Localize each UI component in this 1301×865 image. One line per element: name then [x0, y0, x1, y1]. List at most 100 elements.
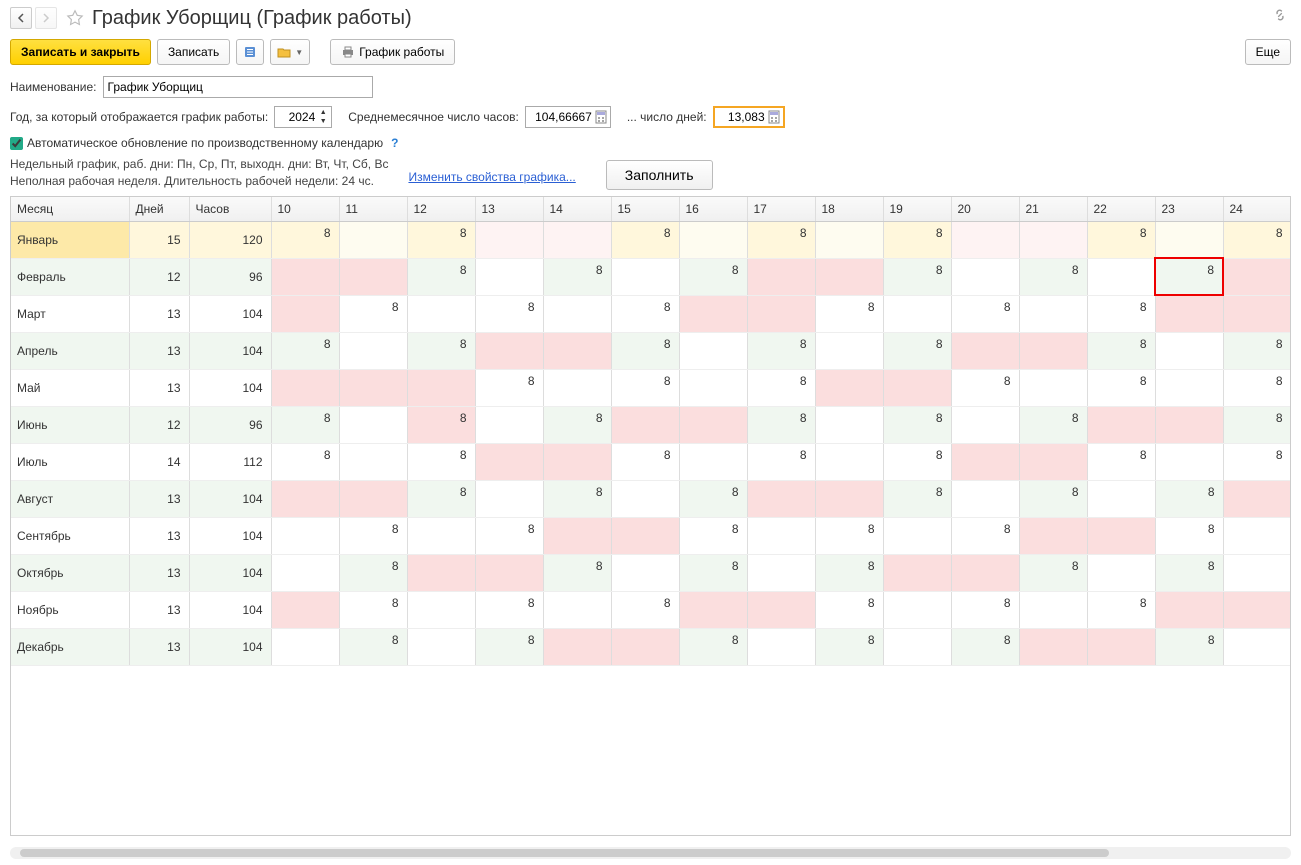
day-cell[interactable]: 8 [679, 517, 747, 554]
day-cell[interactable]: 8 [1223, 369, 1291, 406]
day-cell[interactable] [1223, 258, 1291, 295]
hours-cell[interactable]: 112 [189, 443, 271, 480]
day-cell[interactable] [611, 480, 679, 517]
day-cell[interactable]: 8 [1087, 295, 1155, 332]
nav-forward-button[interactable] [35, 7, 57, 29]
day-cell[interactable] [679, 591, 747, 628]
day-cell[interactable] [747, 628, 815, 665]
day-cell[interactable]: 8 [407, 221, 475, 258]
day-cell[interactable] [883, 628, 951, 665]
link-icon[interactable] [1271, 6, 1289, 24]
day-cell[interactable]: 8 [407, 443, 475, 480]
day-cell[interactable] [543, 295, 611, 332]
day-cell[interactable] [815, 443, 883, 480]
day-cell[interactable] [611, 517, 679, 554]
day-cell[interactable] [1019, 221, 1087, 258]
day-cell[interactable] [543, 221, 611, 258]
auto-update-checkbox[interactable] [10, 137, 23, 150]
day-cell[interactable]: 8 [1155, 258, 1223, 295]
day-cell[interactable] [611, 258, 679, 295]
day-cell[interactable]: 8 [271, 221, 339, 258]
day-cell[interactable] [1019, 332, 1087, 369]
day-cell[interactable] [815, 332, 883, 369]
save-button[interactable]: Записать [157, 39, 230, 65]
day-cell[interactable] [339, 258, 407, 295]
hours-cell[interactable]: 104 [189, 295, 271, 332]
day-cell[interactable]: 8 [815, 554, 883, 591]
day-cell[interactable] [747, 258, 815, 295]
day-cell[interactable] [815, 406, 883, 443]
days-cell[interactable]: 12 [129, 258, 189, 295]
hours-cell[interactable]: 104 [189, 517, 271, 554]
day-cell[interactable] [1019, 443, 1087, 480]
spinner-down-icon[interactable]: ▼ [317, 117, 329, 126]
hours-cell[interactable]: 104 [189, 369, 271, 406]
day-cell[interactable]: 8 [339, 554, 407, 591]
days-cell[interactable]: 14 [129, 443, 189, 480]
days-cell[interactable]: 13 [129, 517, 189, 554]
day-cell[interactable] [339, 221, 407, 258]
day-cell[interactable]: 8 [1087, 221, 1155, 258]
month-cell[interactable]: Июнь [11, 406, 129, 443]
day-cell[interactable] [1223, 554, 1291, 591]
day-cell[interactable] [271, 517, 339, 554]
day-cell[interactable]: 8 [339, 591, 407, 628]
list-button[interactable] [236, 39, 264, 65]
day-cell[interactable] [339, 480, 407, 517]
day-cell[interactable] [1223, 591, 1291, 628]
day-cell[interactable] [679, 369, 747, 406]
hours-cell[interactable]: 104 [189, 591, 271, 628]
day-cell[interactable]: 8 [1223, 406, 1291, 443]
day-cell[interactable] [747, 591, 815, 628]
day-cell[interactable] [815, 480, 883, 517]
day-cell[interactable] [475, 443, 543, 480]
day-cell[interactable]: 8 [543, 258, 611, 295]
day-cell[interactable] [271, 369, 339, 406]
days-cell[interactable]: 13 [129, 554, 189, 591]
month-cell[interactable]: Октябрь [11, 554, 129, 591]
folder-dropdown-button[interactable]: ▼ [270, 39, 310, 65]
day-cell[interactable]: 8 [1087, 369, 1155, 406]
day-cell[interactable] [543, 517, 611, 554]
month-cell[interactable]: Август [11, 480, 129, 517]
hours-cell[interactable]: 104 [189, 480, 271, 517]
day-cell[interactable] [815, 369, 883, 406]
day-cell[interactable]: 8 [475, 369, 543, 406]
day-cell[interactable]: 8 [679, 258, 747, 295]
day-cell[interactable] [475, 554, 543, 591]
day-cell[interactable] [271, 591, 339, 628]
day-cell[interactable] [951, 258, 1019, 295]
day-cell[interactable] [883, 591, 951, 628]
day-cell[interactable] [1155, 295, 1223, 332]
hours-cell[interactable]: 104 [189, 554, 271, 591]
day-cell[interactable] [407, 369, 475, 406]
day-cell[interactable]: 8 [1223, 443, 1291, 480]
year-input[interactable] [277, 107, 315, 127]
horizontal-scrollbar[interactable] [10, 847, 1291, 859]
day-cell[interactable]: 8 [611, 591, 679, 628]
day-cell[interactable]: 8 [951, 628, 1019, 665]
day-cell[interactable]: 8 [747, 369, 815, 406]
day-cell[interactable]: 8 [1019, 258, 1087, 295]
day-cell[interactable]: 8 [543, 406, 611, 443]
day-cell[interactable]: 8 [951, 517, 1019, 554]
schedule-button[interactable]: График работы [330, 39, 455, 65]
name-input[interactable] [103, 76, 373, 98]
fill-button[interactable]: Заполнить [606, 160, 713, 190]
day-cell[interactable]: 8 [1223, 221, 1291, 258]
day-cell[interactable] [611, 554, 679, 591]
day-cell[interactable]: 8 [611, 443, 679, 480]
day-cell[interactable] [271, 258, 339, 295]
day-cell[interactable] [543, 443, 611, 480]
day-cell[interactable] [339, 369, 407, 406]
day-cell[interactable]: 8 [611, 369, 679, 406]
day-cell[interactable] [747, 480, 815, 517]
month-cell[interactable]: Июль [11, 443, 129, 480]
hours-cell[interactable]: 96 [189, 406, 271, 443]
nav-back-button[interactable] [10, 7, 32, 29]
day-cell[interactable]: 8 [1019, 554, 1087, 591]
day-cell[interactable] [543, 628, 611, 665]
day-cell[interactable] [679, 443, 747, 480]
year-spinner[interactable]: ▲ ▼ [317, 108, 329, 126]
hours-cell[interactable]: 96 [189, 258, 271, 295]
